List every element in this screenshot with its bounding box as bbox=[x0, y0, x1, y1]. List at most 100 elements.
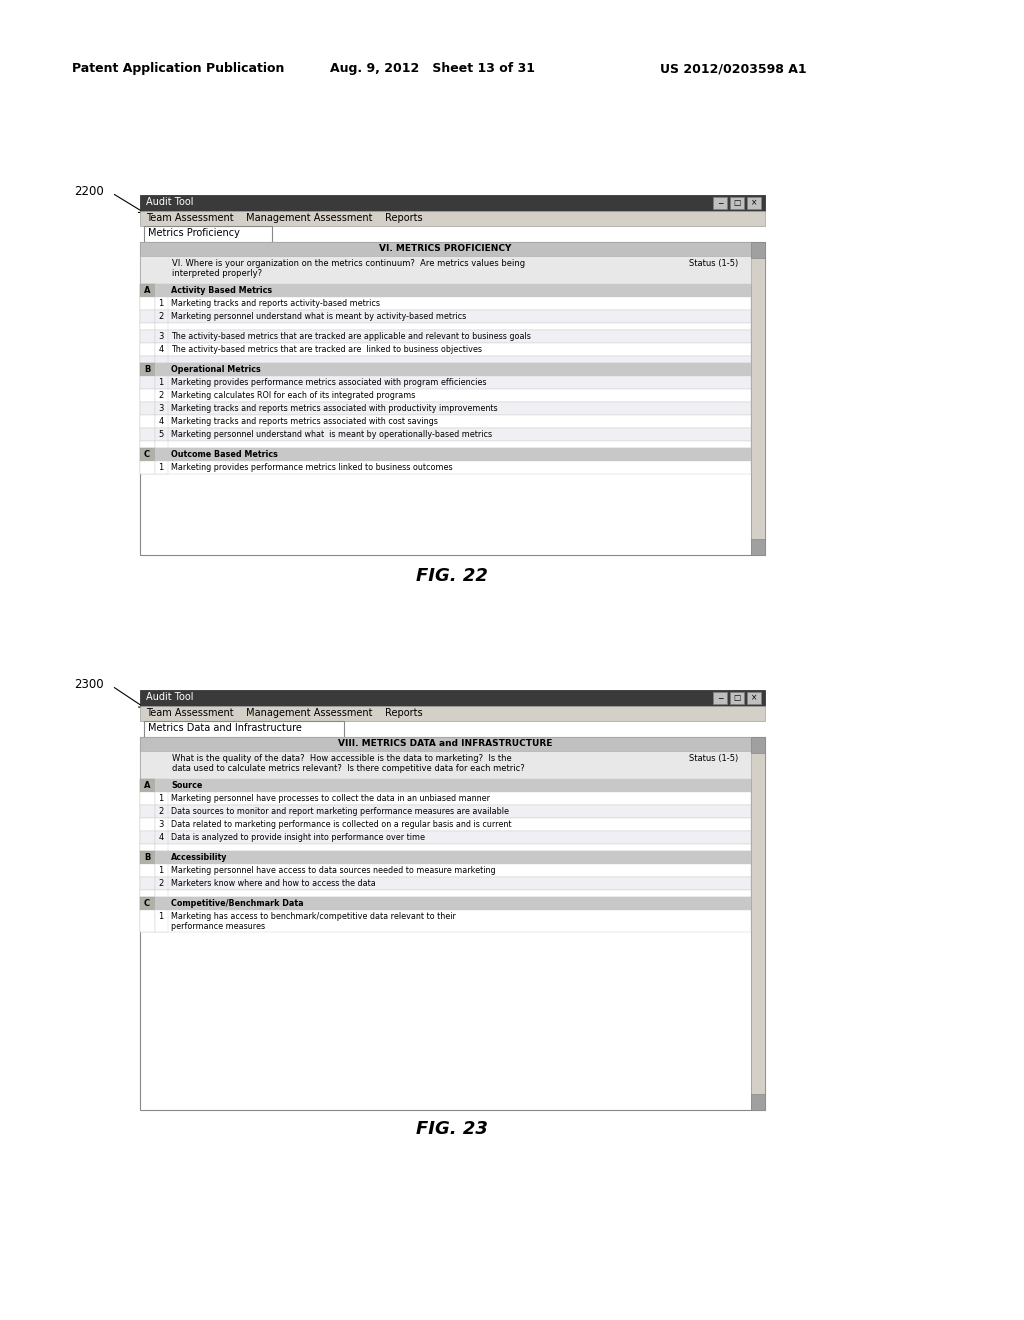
Bar bbox=[140, 376, 155, 389]
Bar bbox=[140, 403, 155, 414]
Text: Marketing personnel have processes to collect the data in an unbiased manner: Marketing personnel have processes to co… bbox=[171, 795, 490, 803]
Bar bbox=[144, 226, 272, 242]
Text: 4: 4 bbox=[159, 833, 164, 842]
Bar bbox=[155, 363, 168, 376]
Bar bbox=[140, 242, 765, 554]
Bar bbox=[140, 441, 751, 447]
Text: Marketing tracks and reports metrics associated with productivity improvements: Marketing tracks and reports metrics ass… bbox=[171, 404, 498, 413]
Bar bbox=[140, 461, 751, 474]
Bar bbox=[140, 428, 155, 441]
Text: C: C bbox=[144, 899, 151, 908]
Bar bbox=[144, 721, 344, 737]
Bar bbox=[730, 197, 744, 209]
Bar bbox=[140, 343, 155, 356]
Bar bbox=[140, 805, 751, 818]
Text: data used to calculate metrics relevant?  Is there competitive data for each met: data used to calculate metrics relevant?… bbox=[172, 764, 524, 774]
Bar bbox=[155, 447, 168, 461]
Text: Audit Tool: Audit Tool bbox=[146, 692, 194, 702]
Bar bbox=[140, 898, 751, 909]
Text: 4: 4 bbox=[159, 345, 164, 354]
Text: Marketing calculates ROI for each of its integrated programs: Marketing calculates ROI for each of its… bbox=[171, 391, 416, 400]
Bar bbox=[155, 403, 168, 414]
Text: 4: 4 bbox=[159, 417, 164, 426]
Bar bbox=[746, 197, 761, 209]
Bar bbox=[140, 832, 751, 843]
Bar bbox=[140, 441, 155, 447]
Bar bbox=[140, 751, 751, 779]
Text: 1: 1 bbox=[159, 912, 164, 921]
Text: □: □ bbox=[733, 198, 740, 207]
Bar bbox=[140, 876, 155, 890]
Bar bbox=[140, 356, 155, 363]
Bar bbox=[140, 851, 751, 865]
Text: Operational Metrics: Operational Metrics bbox=[171, 366, 261, 374]
Bar bbox=[140, 256, 751, 284]
Bar bbox=[140, 843, 155, 851]
Text: 1: 1 bbox=[159, 378, 164, 387]
Bar bbox=[751, 1094, 765, 1110]
Bar bbox=[140, 865, 751, 876]
Text: US 2012/0203598 A1: US 2012/0203598 A1 bbox=[660, 62, 807, 75]
Bar bbox=[140, 414, 751, 428]
Text: Marketing personnel understand what  is meant by operationally-based metrics: Marketing personnel understand what is m… bbox=[171, 430, 493, 440]
Bar bbox=[155, 389, 168, 403]
Bar bbox=[140, 737, 751, 751]
Text: Marketing personnel have access to data sources needed to measure marketing: Marketing personnel have access to data … bbox=[171, 866, 496, 875]
Text: ×: × bbox=[751, 693, 757, 702]
Bar bbox=[155, 414, 168, 428]
Bar bbox=[155, 818, 168, 832]
Bar bbox=[140, 211, 765, 226]
Text: ×: × bbox=[751, 198, 757, 207]
Bar bbox=[140, 737, 765, 1110]
Bar bbox=[140, 898, 155, 909]
Text: Activity Based Metrics: Activity Based Metrics bbox=[171, 286, 272, 294]
Bar bbox=[155, 909, 168, 932]
Text: The activity-based metrics that are tracked are applicable and relevant to busin: The activity-based metrics that are trac… bbox=[171, 333, 530, 341]
Bar bbox=[140, 890, 751, 898]
Text: Team Assessment    Management Assessment    Reports: Team Assessment Management Assessment Re… bbox=[146, 708, 423, 718]
Text: performance measures: performance measures bbox=[171, 921, 265, 931]
Text: 5: 5 bbox=[159, 430, 164, 440]
Bar bbox=[140, 403, 751, 414]
Bar bbox=[730, 692, 744, 704]
Bar bbox=[140, 356, 751, 363]
Bar bbox=[140, 310, 751, 323]
Bar bbox=[140, 909, 751, 932]
Bar bbox=[155, 898, 168, 909]
Text: 2: 2 bbox=[159, 879, 164, 888]
Text: Data sources to monitor and report marketing performance measures are available: Data sources to monitor and report marke… bbox=[171, 807, 509, 816]
Bar bbox=[140, 890, 155, 898]
Bar bbox=[140, 343, 751, 356]
Text: 1: 1 bbox=[159, 463, 164, 473]
Bar bbox=[155, 441, 168, 447]
Text: Team Assessment    Management Assessment    Reports: Team Assessment Management Assessment Re… bbox=[146, 213, 423, 223]
Text: Aug. 9, 2012   Sheet 13 of 31: Aug. 9, 2012 Sheet 13 of 31 bbox=[330, 62, 535, 75]
Bar bbox=[751, 539, 765, 554]
Bar bbox=[140, 779, 155, 792]
Text: FIG. 23: FIG. 23 bbox=[416, 1119, 488, 1138]
Bar bbox=[155, 376, 168, 389]
Bar bbox=[140, 818, 751, 832]
Bar bbox=[155, 876, 168, 890]
Text: VI. METRICS PROFICIENCY: VI. METRICS PROFICIENCY bbox=[379, 244, 511, 253]
Text: Marketing has access to benchmark/competitive data relevant to their: Marketing has access to benchmark/compet… bbox=[171, 912, 456, 921]
Text: What is the quality of the data?  How accessible is the data to marketing?  Is t: What is the quality of the data? How acc… bbox=[172, 754, 512, 763]
Text: Metrics Proficiency: Metrics Proficiency bbox=[148, 228, 240, 238]
Bar bbox=[155, 843, 168, 851]
Bar bbox=[155, 779, 168, 792]
Bar bbox=[155, 356, 168, 363]
Bar bbox=[155, 330, 168, 343]
Bar bbox=[155, 343, 168, 356]
Bar bbox=[746, 692, 761, 704]
Bar bbox=[140, 414, 155, 428]
Bar bbox=[140, 376, 751, 389]
Text: 2: 2 bbox=[159, 807, 164, 816]
Text: Competitive/Benchmark Data: Competitive/Benchmark Data bbox=[171, 899, 304, 908]
Text: 1: 1 bbox=[159, 866, 164, 875]
Text: 1: 1 bbox=[159, 795, 164, 803]
Bar bbox=[140, 195, 765, 211]
Text: Marketing provides performance metrics linked to business outcomes: Marketing provides performance metrics l… bbox=[171, 463, 453, 473]
Text: A: A bbox=[143, 286, 151, 294]
Bar bbox=[155, 284, 168, 297]
Text: FIG. 22: FIG. 22 bbox=[416, 568, 488, 585]
